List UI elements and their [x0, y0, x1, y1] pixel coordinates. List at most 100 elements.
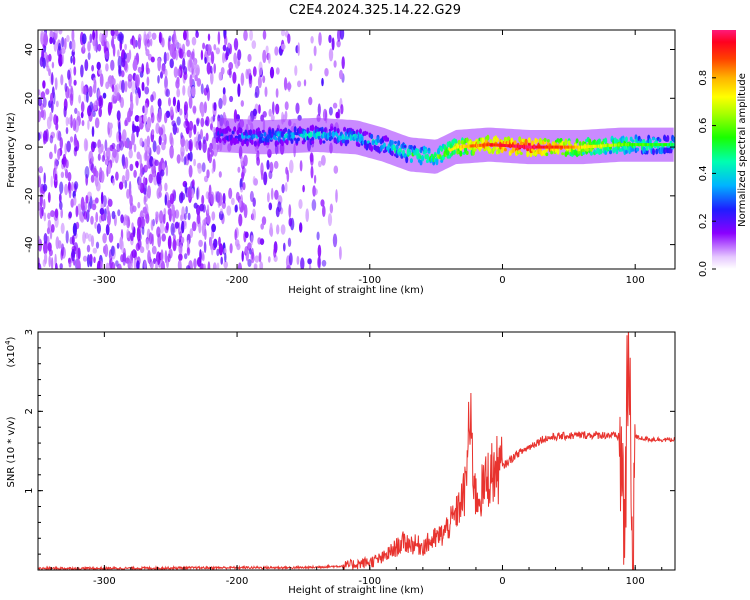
- spectrogram-noise-cell: [39, 165, 43, 173]
- spectrogram-noise-cell: [299, 160, 303, 172]
- spectrogram-noise-cell: [170, 222, 175, 236]
- y-tick-label: 2: [24, 408, 35, 414]
- spectrogram-noise-cell: [110, 59, 115, 71]
- spectrogram-core-cell: [483, 143, 485, 147]
- spectrogram-ridge-cell: [624, 136, 628, 143]
- spectrogram-noise-cell: [211, 126, 217, 133]
- spectrogram-noise-cell: [257, 75, 262, 89]
- spectrogram-noise-cell: [172, 213, 176, 223]
- spectrogram-noise-cell: [58, 30, 63, 35]
- spectrogram-noise-cell: [267, 52, 271, 64]
- spectrogram-noise-cell: [193, 124, 197, 135]
- spectrogram-core-cell: [645, 143, 648, 147]
- spectrogram-noise-cell: [143, 113, 147, 124]
- spectrogram-ridge-cell: [266, 139, 270, 143]
- spectrogram-noise-cell: [220, 208, 223, 215]
- spectrogram-noise-cell: [108, 232, 114, 243]
- spectrogram-noise-cell: [172, 239, 177, 252]
- spectrogram-noise-cell: [188, 139, 193, 152]
- spectrogram-noise-cell: [58, 42, 61, 51]
- spectrogram-noise-cell: [340, 104, 344, 115]
- spectrogram-noise-cell: [70, 198, 74, 208]
- spectrogram-noise-cell: [76, 258, 81, 269]
- spectrogram-noise-cell: [68, 261, 72, 268]
- spectrogram-noise-cell: [63, 105, 67, 118]
- spectrogram-core-cell: [668, 143, 670, 147]
- spectrogram-noise-cell: [71, 248, 75, 262]
- spectrogram-noise-cell: [104, 50, 110, 60]
- spectrogram-noise-cell: [275, 67, 280, 75]
- spectrogram-noise-cell: [91, 126, 95, 138]
- spectrogram-noise-cell: [207, 33, 211, 42]
- spectrogram-noise-cell: [154, 159, 159, 166]
- spectrogram-ridge-cell: [543, 137, 547, 142]
- spectrogram-core-cell: [486, 143, 488, 147]
- spectrogram-core-cell: [520, 145, 522, 148]
- spectrogram-noise-cell: [242, 182, 246, 191]
- spectrogram-noise-cell: [166, 52, 170, 62]
- spectrogram-noise-cell: [108, 162, 111, 174]
- spectrogram-noise-cell: [131, 80, 136, 94]
- spectrogram-noise-cell: [167, 208, 171, 216]
- spectrogram-noise-cell: [161, 142, 166, 151]
- spectrogram-noise-cell: [98, 68, 103, 75]
- spectrogram-noise-cell: [210, 51, 215, 65]
- spectrogram-noise-cell: [206, 87, 210, 102]
- spectrogram-core-cell: [543, 145, 546, 149]
- spectrogram-noise-cell: [108, 122, 113, 130]
- spectrogram-ridge-cell: [427, 150, 431, 154]
- spectrogram-ridge-cell: [233, 126, 237, 132]
- spectrogram-noise-cell: [178, 241, 183, 255]
- spectrogram-noise-cell: [147, 31, 152, 39]
- spectrogram-noise-cell: [117, 55, 123, 70]
- spectrogram-noise-cell: [66, 34, 70, 43]
- spectrogram-noise-cell: [51, 61, 55, 69]
- spectrogram-noise-cell: [57, 148, 61, 161]
- spectrogram-core-cell: [608, 143, 610, 147]
- spectrogram-noise-cell: [310, 36, 314, 44]
- snr-x-label: Height of straight line (km): [288, 585, 424, 596]
- spectrogram-noise-cell: [265, 45, 269, 54]
- spectrogram-noise-cell: [289, 159, 294, 174]
- spectrogram-core-cell: [509, 144, 512, 148]
- spectrogram-noise-cell: [60, 243, 65, 257]
- spectrogram-noise-cell: [114, 30, 119, 37]
- spectrogram-noise-cell: [169, 132, 173, 145]
- spectrogram-noise-cell: [200, 117, 205, 128]
- spectrogram-noise-cell: [160, 249, 164, 263]
- spectrogram-noise-cell: [328, 34, 332, 44]
- spectrogram-core-cell: [563, 145, 565, 149]
- spectrogram-noise-cell: [222, 87, 226, 96]
- spectrogram-noise-cell: [69, 40, 73, 50]
- spectrogram-noise-cell: [119, 33, 124, 41]
- spectrogram-noise-cell: [335, 189, 338, 203]
- spectrogram-core-cell: [519, 145, 521, 148]
- spectrogram-noise-cell: [260, 223, 265, 230]
- spectrogram-ridge-cell: [306, 127, 310, 133]
- spectrogram-noise-cell: [71, 181, 74, 192]
- spectrogram-noise-cell: [109, 258, 113, 269]
- spectrogram-noise-cell: [132, 37, 136, 49]
- spectrogram-noise-cell: [269, 66, 275, 79]
- spectrogram-core-cell: [462, 145, 464, 149]
- spectrogram-noise-cell: [309, 63, 313, 72]
- spectrogram-noise-cell: [321, 77, 324, 87]
- spectrogram-noise-cell: [262, 75, 266, 84]
- spectrogram-core-cell: [671, 143, 673, 147]
- spectrogram-noise-cell: [39, 56, 44, 68]
- spectrogram-ridge-cell: [465, 150, 469, 155]
- spectrogram-ridge-cell: [459, 150, 463, 157]
- spectrogram-ridge-cell: [416, 148, 420, 154]
- spectrogram-ridge-cell: [440, 159, 444, 163]
- spectrogram-noise-cell: [198, 239, 203, 248]
- spectrogram-noise-cell: [49, 134, 54, 144]
- spectrogram-noise-cell: [112, 177, 115, 186]
- spectrogram-noise-cell: [59, 137, 63, 150]
- spectrogram-core-cell: [621, 143, 623, 147]
- spectrogram-core-cell: [485, 143, 487, 147]
- spectrogram-noise-cell: [192, 48, 195, 62]
- spectrogram-noise-cell: [322, 205, 326, 218]
- spectrogram-noise-cell: [263, 171, 268, 186]
- spectrogram-noise-cell: [83, 138, 88, 152]
- spectrogram-noise-cell: [126, 188, 130, 199]
